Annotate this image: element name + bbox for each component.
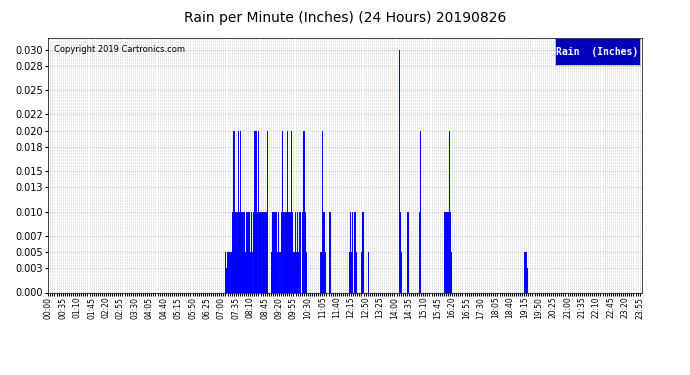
Text: Copyright 2019 Cartronics.com: Copyright 2019 Cartronics.com: [55, 45, 185, 54]
Text: Rain per Minute (Inches) (24 Hours) 20190826: Rain per Minute (Inches) (24 Hours) 2019…: [184, 11, 506, 25]
